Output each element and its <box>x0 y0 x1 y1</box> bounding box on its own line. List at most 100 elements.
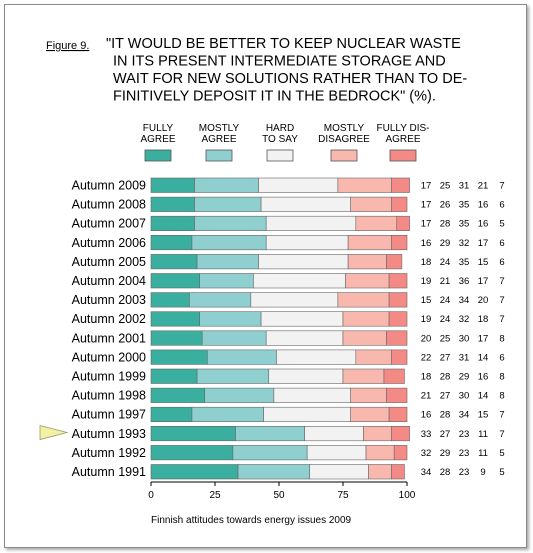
value-label: 5 <box>499 219 504 230</box>
chart-title: "IT WOULD BE BETTER TO KEEP NUCLEAR WAST… <box>106 36 467 105</box>
bar-segment <box>342 368 385 384</box>
bar-segment <box>150 406 193 423</box>
value-label: 34 <box>421 467 432 478</box>
bar-segment <box>258 177 339 193</box>
value-label: 31 <box>459 181 470 192</box>
value-label: 27 <box>440 391 451 402</box>
bar-segment <box>150 464 239 480</box>
value-label: 7 <box>499 276 504 287</box>
bar-segment <box>391 464 405 480</box>
title-line-4: FINITIVELY DEPOSIT IT IN THE BEDROCK" (%… <box>113 89 436 105</box>
value-label: 11 <box>478 429 488 440</box>
value-label: 36 <box>459 276 470 287</box>
value-label: 8 <box>499 372 504 383</box>
bar-segment <box>350 406 390 423</box>
value-label: 20 <box>421 333 432 344</box>
category-label: Autumn 2005 <box>72 255 146 269</box>
value-label: 16 <box>478 372 489 383</box>
category-label: Autumn 2001 <box>72 331 146 345</box>
title-line-1: "IT WOULD BE BETTER TO KEEP NUCLEAR WAST… <box>106 36 461 52</box>
value-label: 23 <box>459 467 470 478</box>
legend-swatch-5 <box>389 149 417 162</box>
value-label: 35 <box>459 257 470 268</box>
category-label: Autumn 1997 <box>72 408 146 422</box>
value-label: 28 <box>440 410 451 421</box>
value-label: 25 <box>440 333 451 344</box>
value-label: 14 <box>478 352 489 363</box>
bar-segment <box>396 215 410 231</box>
bar-segment <box>391 196 408 212</box>
value-label: 16 <box>421 410 432 421</box>
plot-area: Autumn 2009 17 25 31 21 7 Autumn 2008 17 26 35 16 6… <box>39 177 505 480</box>
title-line-2: IN ITS PRESENT INTERMEDIATE STORAGE AND <box>113 54 446 70</box>
value-label: 18 <box>421 372 432 383</box>
value-label: 24 <box>440 257 451 268</box>
x-tick-label: 100 <box>399 490 416 501</box>
value-label: 6 <box>499 257 504 268</box>
bar-segment <box>345 273 390 289</box>
value-label: 24 <box>440 314 451 325</box>
value-label: 19 <box>421 314 432 325</box>
value-label: 31 <box>459 352 470 363</box>
bar-segment <box>306 445 367 461</box>
value-label: 35 <box>459 200 470 211</box>
bar-segment <box>355 215 398 231</box>
value-label: 7 <box>499 410 504 421</box>
value-label: 5 <box>499 467 504 478</box>
legend-label-2: AGREE <box>201 134 236 145</box>
bar-segment <box>368 464 392 480</box>
value-label: 29 <box>440 448 451 459</box>
legend-label-5: FULLY DIS- <box>377 123 430 134</box>
bar-segment <box>150 254 198 270</box>
value-label: 29 <box>459 372 470 383</box>
bar-segment <box>276 349 357 365</box>
bar-segment <box>268 368 344 384</box>
x-tick-label: 50 <box>273 490 285 501</box>
legend-label-4: DISAGREE <box>318 134 370 145</box>
bar-segment <box>386 330 408 346</box>
value-label: 28 <box>440 372 451 383</box>
legend-label-1: AGREE <box>140 134 175 145</box>
bar-segment <box>388 292 408 308</box>
value-label: 9 <box>480 467 485 478</box>
category-label: Autumn 2006 <box>72 236 146 250</box>
bar-segment <box>347 235 392 251</box>
category-label: Autumn 2002 <box>72 312 146 326</box>
value-label: 25 <box>440 181 451 192</box>
legend-swatch-2 <box>205 149 233 162</box>
value-label: 29 <box>440 238 451 249</box>
bar-segment <box>260 311 344 327</box>
value-label: 27 <box>440 429 451 440</box>
bar-segment <box>309 464 369 480</box>
value-label: 8 <box>499 333 504 344</box>
value-label: 11 <box>478 448 488 459</box>
value-label: 33 <box>421 429 432 440</box>
bar-segment <box>386 387 408 403</box>
value-label: 15 <box>421 295 432 306</box>
value-label: 15 <box>478 410 489 421</box>
legend-label-3: HARD <box>266 123 294 134</box>
legend-label-5: AGREE <box>385 134 420 145</box>
bar-segment <box>204 387 275 403</box>
value-label: 34 <box>459 410 470 421</box>
value-label: 22 <box>421 352 432 363</box>
bar-segment <box>201 330 267 346</box>
bar-segment <box>393 445 408 461</box>
value-label: 30 <box>459 391 470 402</box>
bar-segment <box>150 368 198 384</box>
x-tick-label: 0 <box>148 490 154 501</box>
bar-segment <box>150 196 195 212</box>
value-label: 17 <box>421 200 432 211</box>
bar-segment <box>150 349 208 365</box>
bar-segment <box>250 292 339 308</box>
value-label: 16 <box>478 219 489 230</box>
x-axis: 0 25 50 75 100 <box>148 481 416 501</box>
value-label: 34 <box>459 295 470 306</box>
value-label: 7 <box>499 314 504 325</box>
bar-segment <box>150 311 200 327</box>
value-label: 32 <box>459 238 470 249</box>
bar-segment <box>265 215 357 231</box>
bar-segment <box>150 445 234 461</box>
bar-segment <box>199 273 254 289</box>
